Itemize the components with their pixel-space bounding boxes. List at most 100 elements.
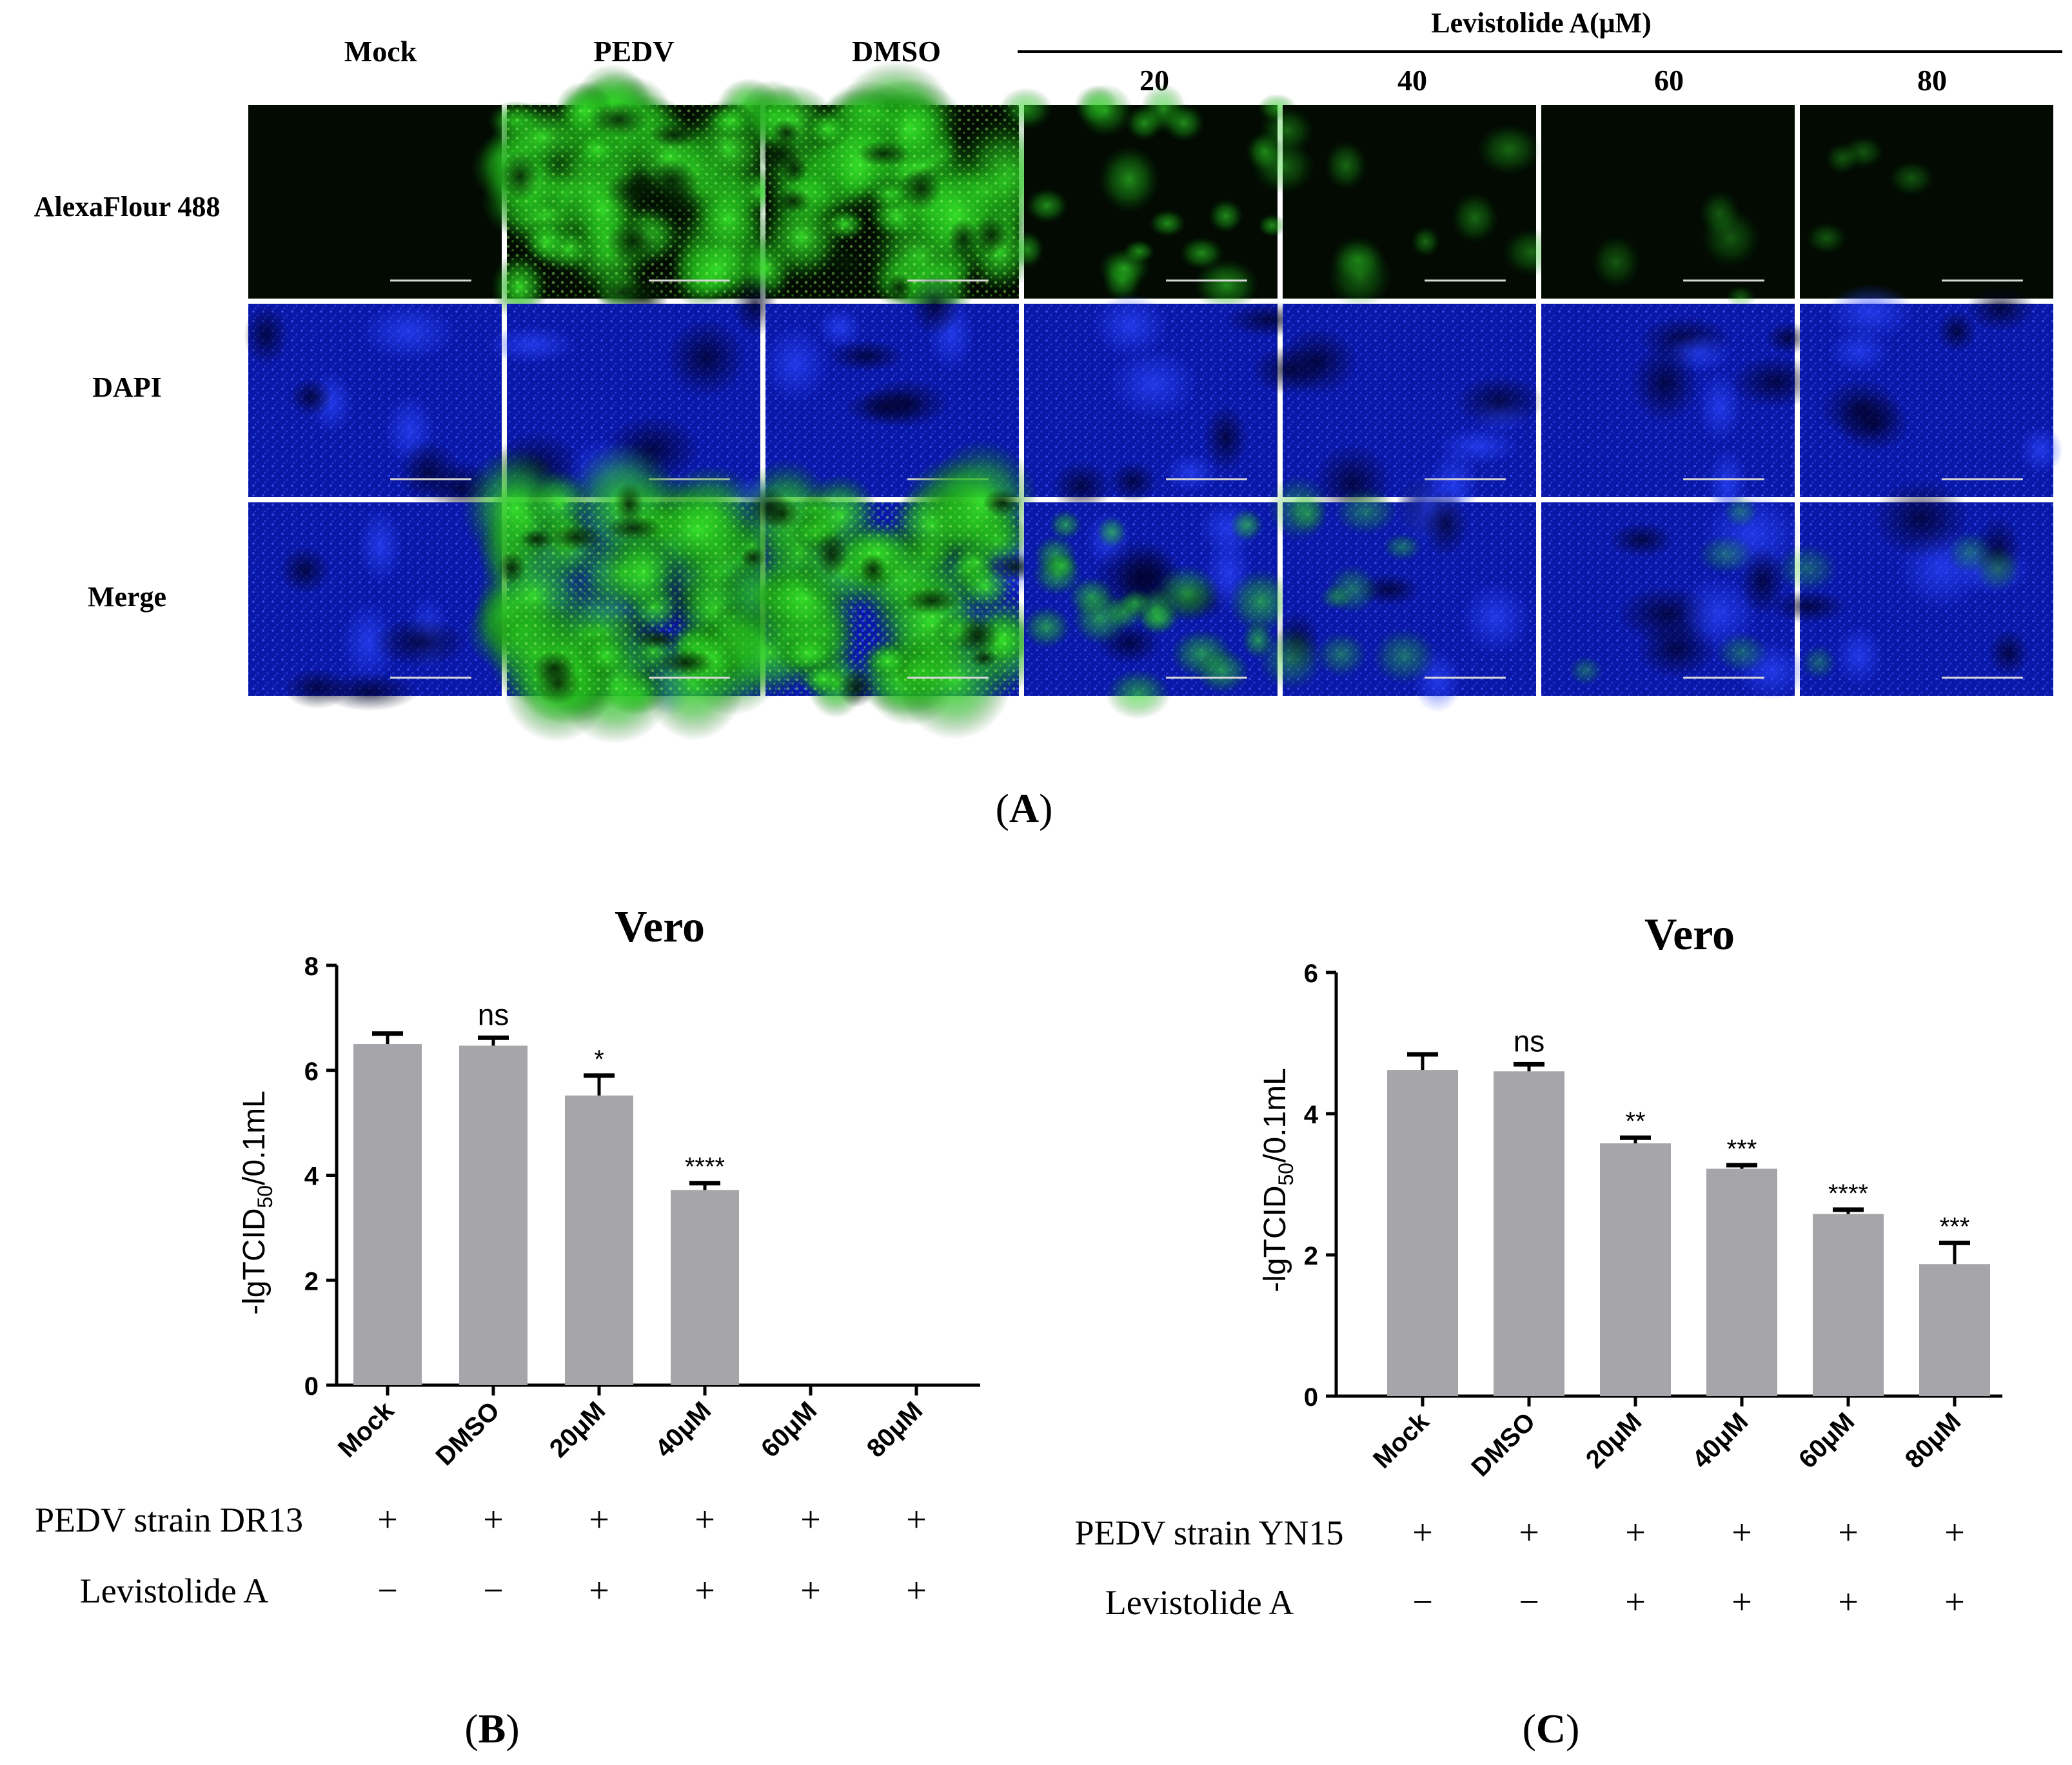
- infection-focus: [1726, 285, 1756, 309]
- x-tick-label: 20μM: [544, 1396, 611, 1463]
- row-label-merge: Merge: [88, 581, 166, 613]
- infection-focus: [1591, 235, 1641, 289]
- cell-gap: [856, 141, 911, 167]
- infection-focus: [1067, 576, 1116, 618]
- nuclei-density-patch: [1051, 460, 1113, 513]
- micrograph-r0-c5: [1541, 105, 1795, 309]
- chart-c-title: Vero: [1644, 910, 1735, 960]
- condition-mark: +: [1732, 1513, 1752, 1553]
- chart-b-plot: 0 2 4 6 8 Mock + − ns DMSO + − * 20μM + + **** 40μM + +60μM…: [304, 952, 980, 1611]
- condition-mark: +: [906, 1500, 927, 1540]
- x-tick-label: Mock: [1368, 1407, 1435, 1474]
- nuclei-density-patch: [1828, 328, 1891, 375]
- cell-gap: [858, 553, 887, 586]
- chart-c: Vero -lgTCID50/0.1mL 0 2 4 6 Mock + − ns DMSO + − *…: [1075, 910, 2002, 1751]
- micrograph-r2-c3: [1021, 500, 1295, 720]
- infection-focus: [1371, 627, 1437, 685]
- chart-c-condition-1-name: PEDV strain YN15: [1075, 1514, 1344, 1552]
- cell-gap: [587, 102, 649, 137]
- micrograph-r2-c6: [1769, 478, 2053, 696]
- cell-gap: [497, 551, 527, 586]
- condition-mark: +: [906, 1571, 927, 1611]
- panel-a-image-grid: [243, 61, 2064, 744]
- nuclei-density-patch: [243, 303, 289, 367]
- y-tick-label: 6: [1304, 960, 1318, 988]
- micrograph-background: [248, 105, 502, 299]
- micrograph-r1-c3: [1024, 293, 1317, 513]
- chart-c-ylabel-sub: 50: [1274, 1163, 1297, 1186]
- micrograph-r0-c4: [1250, 105, 1563, 310]
- micrograph-r0-c2: [737, 61, 1060, 335]
- condition-mark: +: [800, 1500, 821, 1540]
- panel-c-label: (C): [1523, 1706, 1580, 1751]
- micrograph-r0-c3: [999, 83, 1297, 312]
- x-tick-label: 60μM: [1793, 1407, 1860, 1474]
- infection-focus: [1049, 509, 1083, 540]
- condition-mark: −: [483, 1571, 504, 1611]
- infection-focus: [1476, 123, 1543, 175]
- infection-focus: [1700, 208, 1761, 268]
- condition-mark: +: [1944, 1513, 1965, 1553]
- infection-focus: [1382, 533, 1423, 562]
- x-tick-label: 60μM: [756, 1396, 822, 1463]
- nuclei-density-patch: [1108, 460, 1158, 503]
- significance-label: ****: [685, 1153, 725, 1181]
- column-header-60: 60: [1654, 64, 1684, 97]
- panel-b-letter: B: [479, 1706, 506, 1751]
- bar-4: [671, 1190, 739, 1385]
- chart-c-ylabel-tail: /0.1mL: [1258, 1068, 1292, 1163]
- infection-focus: [1696, 534, 1755, 575]
- bar-1: [353, 1044, 422, 1385]
- nuclei-density-patch: [1635, 619, 1717, 679]
- panel-a-label: (A): [996, 785, 1053, 831]
- x-tick-label: 40μM: [650, 1396, 716, 1463]
- infection-focus: [1775, 542, 1839, 594]
- nuclei-density-patch: [1203, 402, 1248, 473]
- nuclei-density-patch: [357, 507, 403, 585]
- nuclei-density-patch: [486, 325, 577, 365]
- cell-gap: [824, 246, 865, 281]
- chart-b-condition-1-name: PEDV strain DR13: [35, 1501, 303, 1539]
- infection-focus: [1888, 160, 1935, 197]
- cell-gap: [535, 662, 581, 705]
- condition-mark: +: [589, 1500, 609, 1540]
- cell-gap: [605, 170, 663, 212]
- condition-mark: +: [1732, 1583, 1752, 1622]
- x-tick-label: 20μM: [1581, 1407, 1647, 1474]
- nuclei-density-patch: [1697, 371, 1742, 444]
- nuclei-density-patch: [1609, 522, 1675, 558]
- infection-focus: [1137, 601, 1180, 636]
- infection-focus: [1715, 631, 1770, 674]
- bar-4: [1706, 1168, 1777, 1396]
- infection-focus: [1801, 644, 1837, 681]
- y-tick-label: 0: [1304, 1383, 1318, 1412]
- infection-focus: [1288, 493, 1327, 535]
- bar-6: [1919, 1264, 1990, 1396]
- chart-c-condition-2-name: Levistolide A: [1105, 1583, 1294, 1622]
- infection-focus: [1332, 487, 1399, 536]
- significance-label: ****: [1828, 1179, 1868, 1208]
- infection-focus: [1410, 226, 1441, 257]
- nuclei-density-patch: [1421, 489, 1469, 557]
- cell-gap: [614, 482, 644, 526]
- panel-a-micrographs: Mock PEDV DMSO Levistolide A(μM) 20 40 6…: [34, 7, 2064, 831]
- y-tick-label: 4: [1304, 1101, 1319, 1129]
- infection-focus: [1193, 258, 1259, 312]
- infection-focus: [1125, 104, 1163, 141]
- micrograph-r2-c4: [1257, 472, 1536, 713]
- x-tick-label: 80μM: [862, 1396, 928, 1463]
- chart-b-ylabel-sub: 50: [253, 1185, 277, 1208]
- infection-focus: [1163, 103, 1205, 143]
- cell-gap: [655, 649, 716, 676]
- cell-gap: [499, 152, 541, 201]
- micrograph-r1-c5: [1541, 304, 1822, 522]
- significance-label: ns: [1514, 1024, 1545, 1058]
- cell-gap: [519, 529, 555, 549]
- cell-gap: [771, 119, 801, 148]
- infection-focus: [1722, 495, 1759, 528]
- significance-label: **: [1625, 1107, 1645, 1136]
- micrograph-r0-c0: [248, 105, 502, 299]
- nuclei-density-patch: [862, 378, 950, 429]
- cell-gap: [604, 515, 663, 541]
- nuclei-density-patch: [1769, 589, 1848, 624]
